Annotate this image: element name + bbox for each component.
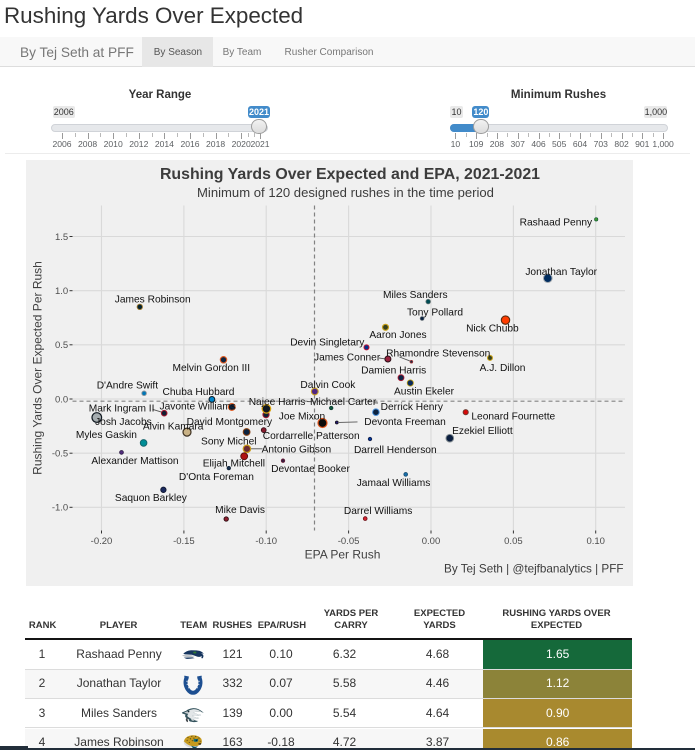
svg-text:Austin Ekeler: Austin Ekeler (393, 386, 454, 397)
svg-text:Joe Mixon: Joe Mixon (278, 411, 324, 422)
svg-text:Leonard Fournette: Leonard Fournette (471, 411, 555, 422)
svg-text:Devontae Booker: Devontae Booker (271, 464, 350, 475)
svg-text:Elijah Mitchell: Elijah Mitchell (202, 458, 264, 469)
svg-text:Minimum of 120 designed rushes: Minimum of 120 designed rushes in the ti… (197, 185, 494, 200)
svg-text:Dalvin Cook: Dalvin Cook (300, 380, 356, 391)
svg-text:0.5: 0.5 (54, 340, 67, 351)
svg-text:Jonathan Taylor: Jonathan Taylor (525, 267, 597, 278)
svg-text:James Conner: James Conner (313, 352, 380, 363)
svg-text:Rashaad Penny: Rashaad Penny (519, 217, 592, 228)
svg-text:Devonta Freeman: Devonta Freeman (364, 417, 446, 428)
svg-text:Mark Ingram II: Mark Ingram II (88, 403, 154, 414)
svg-text:Devin Singletary: Devin Singletary (290, 337, 365, 348)
svg-text:Sony Michel: Sony Michel (201, 436, 257, 447)
svg-text:Saquon Barkley: Saquon Barkley (114, 493, 187, 504)
svg-text:Melvin Gordon III: Melvin Gordon III (172, 363, 250, 374)
svg-text:EPA Per Rush: EPA Per Rush (304, 547, 380, 561)
svg-text:D'Onta Foreman: D'Onta Foreman (178, 472, 253, 483)
svg-text:1.0: 1.0 (54, 286, 67, 297)
svg-text:Josh Jacobs: Josh Jacobs (95, 417, 152, 428)
svg-text:Miles Sanders: Miles Sanders (383, 290, 448, 301)
svg-text:Derrick Henry: Derrick Henry (380, 402, 443, 413)
svg-text:-0.5: -0.5 (51, 448, 67, 459)
svg-text:Mike Davis: Mike Davis (215, 505, 265, 516)
svg-text:David Montgomery: David Montgomery (186, 416, 272, 427)
svg-text:0.00: 0.00 (421, 536, 440, 547)
svg-text:Darrell Henderson: Darrell Henderson (353, 444, 436, 455)
svg-text:Michael Carter: Michael Carter (309, 397, 376, 408)
svg-text:Alvin Kamara: Alvin Kamara (142, 421, 203, 432)
svg-text:Jamaal Williams: Jamaal Williams (356, 478, 430, 489)
svg-text:A.J. Dillon: A.J. Dillon (479, 363, 525, 374)
svg-text:-1.0: -1.0 (51, 502, 67, 513)
svg-text:Cordarrelle Patterson: Cordarrelle Patterson (262, 430, 359, 441)
svg-text:James Robinson: James Robinson (114, 294, 190, 305)
svg-text:Nick Chubb: Nick Chubb (466, 323, 519, 334)
svg-text:0.0: 0.0 (54, 394, 67, 405)
svg-text:Darrel Williams: Darrel Williams (343, 505, 411, 516)
svg-text:1.5: 1.5 (54, 231, 67, 242)
svg-text:-0.15: -0.15 (173, 536, 195, 547)
svg-text:Aaron Jones: Aaron Jones (369, 330, 426, 341)
svg-text:D'Andre Swift: D'Andre Swift (96, 380, 158, 391)
svg-text:Tony Pollard: Tony Pollard (406, 307, 462, 318)
svg-text:Myles Gaskin: Myles Gaskin (75, 430, 136, 441)
svg-text:By Tej Seth | @tejfbanalytics: By Tej Seth | @tejfbanalytics | PFF (444, 562, 623, 575)
svg-text:Alexander Mattison: Alexander Mattison (91, 456, 178, 467)
svg-text:0.05: 0.05 (504, 536, 523, 547)
svg-text:Najee Harris: Najee Harris (248, 397, 305, 408)
svg-text:Ezekiel Elliott: Ezekiel Elliott (452, 425, 513, 436)
svg-text:Damien Harris: Damien Harris (361, 365, 426, 376)
svg-text:Javonte Williams: Javonte Williams (159, 401, 235, 412)
svg-text:Chuba Hubbard: Chuba Hubbard (162, 386, 234, 397)
svg-text:Rhamondre Stevenson: Rhamondre Stevenson (386, 348, 490, 359)
svg-text:Antonio Gibson: Antonio Gibson (261, 444, 331, 455)
svg-text:-0.20: -0.20 (90, 536, 112, 547)
svg-text:Rushing Yards Over Expected Pe: Rushing Yards Over Expected Per Rush (30, 261, 44, 475)
svg-text:-0.10: -0.10 (255, 536, 277, 547)
svg-text:0.10: 0.10 (586, 536, 605, 547)
svg-text:Rushing Yards Over Expected an: Rushing Yards Over Expected and EPA, 202… (159, 166, 539, 183)
svg-text:-0.05: -0.05 (337, 536, 359, 547)
